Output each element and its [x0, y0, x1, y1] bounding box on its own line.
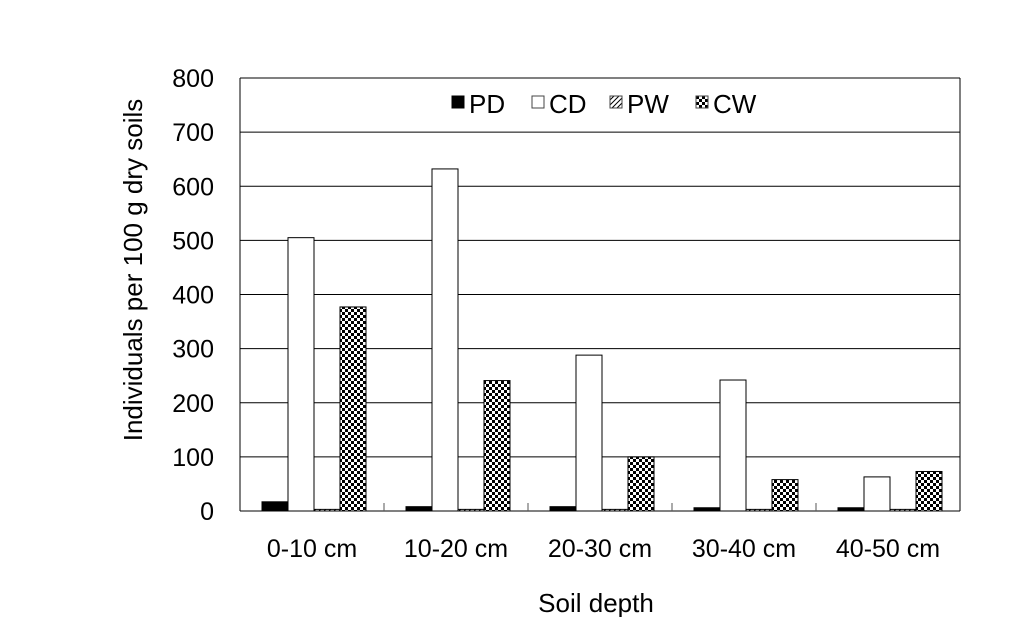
bar-cw-4: [771, 479, 799, 512]
y-tick-label: 100: [172, 444, 214, 472]
y-axis-title: Individuals per 100 g dry soils: [118, 99, 148, 442]
y-tick-label: 500: [172, 227, 214, 255]
legend-swatch-cw: [695, 95, 709, 109]
y-tick-label: 700: [172, 119, 214, 147]
bar-cw-5: [915, 470, 943, 512]
tick-labels: 0 100 200 300 400 500 600 700 800 0-10 cm 10-20 cm…: [172, 65, 940, 563]
y-tick-label: 0: [200, 498, 214, 526]
legend-swatch-pd: [451, 95, 465, 109]
x-tick-label: 20-30 cm: [548, 535, 652, 563]
y-tick-label: 600: [172, 173, 214, 201]
y-tick-label: 800: [172, 65, 214, 93]
y-tick-label: 200: [172, 390, 214, 418]
legend-swatch-pw: [609, 95, 623, 109]
legend-swatch-cd: [531, 95, 545, 109]
bar-cd-3: [575, 354, 603, 512]
x-axis-title: Soil depth: [538, 588, 654, 617]
bar-cd-4: [719, 379, 747, 512]
y-tick-label: 400: [172, 282, 214, 310]
bar-cw-1: [339, 306, 367, 512]
bar-cw-3: [627, 456, 655, 512]
bar-pd-2: [405, 506, 433, 512]
x-tick-label: 10-20 cm: [404, 535, 508, 563]
bar-cd-5: [863, 476, 891, 512]
bar-pd-1: [261, 501, 289, 512]
legend-label-cw: CW: [713, 89, 757, 119]
x-tick-label: 30-40 cm: [692, 535, 796, 563]
y-tick-label: 300: [172, 336, 214, 364]
bars: [261, 168, 943, 512]
x-tick-label: 40-50 cm: [836, 535, 940, 563]
bar-pd-3: [549, 506, 577, 512]
legend: PD CD PW CW: [451, 89, 757, 119]
legend-label-pw: PW: [627, 89, 669, 119]
bar-cd-1: [287, 237, 315, 512]
x-tick-label: 0-10 cm: [267, 535, 357, 563]
legend-label-pd: PD: [469, 89, 505, 119]
bar-cw-2: [483, 380, 511, 512]
axes: [239, 78, 961, 512]
bar-cd-2: [431, 168, 459, 512]
legend-label-cd: CD: [549, 89, 587, 119]
